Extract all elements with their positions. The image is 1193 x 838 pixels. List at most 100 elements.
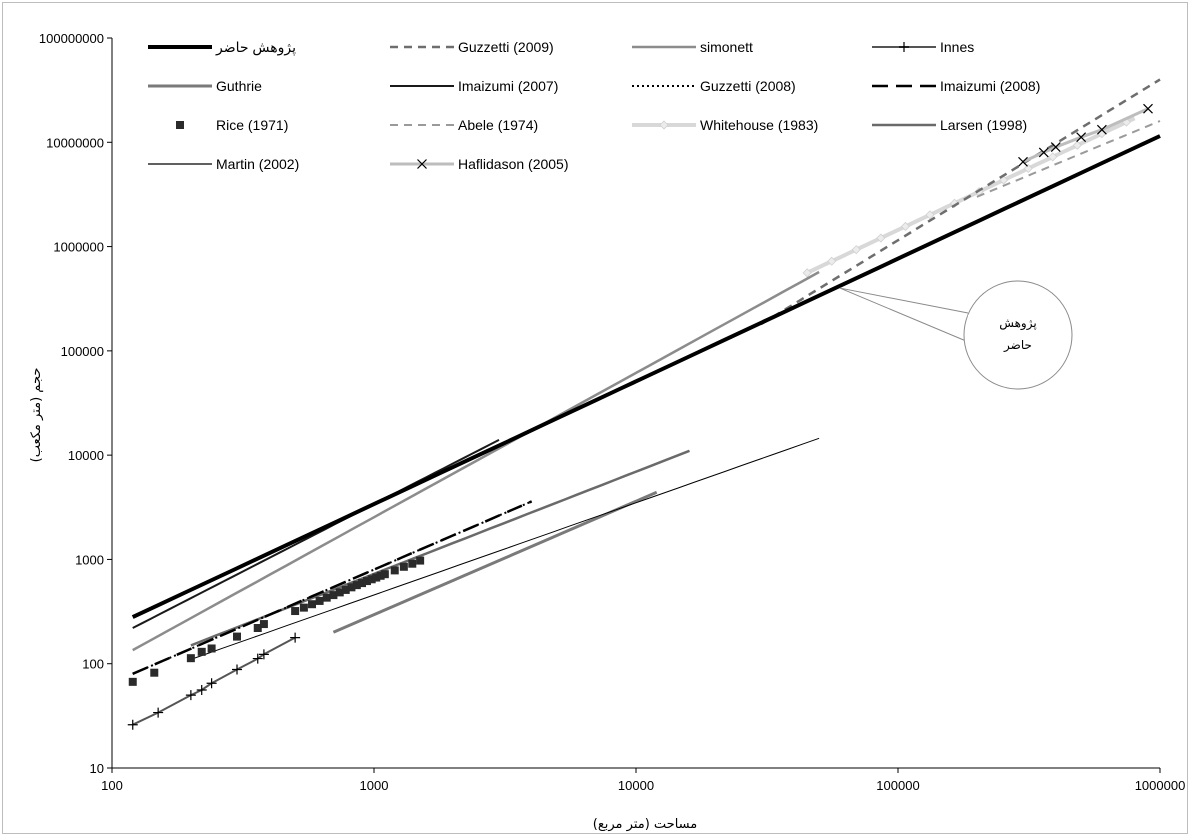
series-line	[1022, 107, 1149, 164]
point-marker	[1050, 142, 1061, 152]
legend-entry: پژوهش حاضر	[148, 39, 296, 56]
series	[128, 556, 425, 686]
point-marker	[1048, 152, 1058, 162]
x-tick-label: 1000000	[1135, 778, 1186, 793]
point-marker	[347, 583, 356, 592]
legend-entry: Innes	[872, 39, 974, 55]
point-marker	[290, 632, 301, 643]
callout-join	[966, 314, 970, 340]
legend-entry: Whitehouse (1983)	[632, 117, 818, 133]
series	[802, 116, 1136, 278]
callout-bubble	[963, 280, 1073, 390]
axes: 100 1000 10000 100000 1000000 10 100 1000 10000 1…	[39, 31, 1185, 793]
point-marker	[851, 245, 861, 255]
x-tick-label: 1000	[360, 778, 389, 793]
plot-area	[127, 78, 1161, 730]
legend-label: Haflidason (2005)	[458, 156, 569, 172]
point-marker	[315, 596, 324, 605]
legend-label: Rice (1971)	[216, 117, 288, 133]
legend-entry: Haflidason (2005)	[390, 156, 569, 172]
series-line	[132, 500, 533, 675]
series	[132, 439, 500, 629]
point-marker	[341, 585, 350, 594]
point-marker	[358, 579, 367, 588]
legend-label: Innes	[940, 39, 974, 55]
point-marker	[659, 120, 669, 130]
point-marker	[417, 159, 427, 169]
point-marker	[291, 607, 300, 616]
annotation-callout: پژوهش حاضر	[839, 280, 1073, 390]
point-marker	[207, 644, 216, 653]
legend-entry: simonett	[632, 39, 753, 55]
point-marker	[999, 175, 1009, 185]
point-marker	[390, 566, 399, 575]
legend-entry: Abele (1974)	[390, 117, 538, 133]
point-marker	[258, 649, 269, 660]
y-tick-label: 10000000	[46, 135, 104, 150]
legend: پژوهش حاضر Guzzetti (2009) simonett Innes Gu…	[148, 39, 1040, 172]
point-marker	[1143, 103, 1153, 114]
point-marker	[899, 42, 909, 52]
point-marker	[827, 256, 837, 266]
point-marker	[206, 678, 217, 689]
legend-label: Imaizumi (2008)	[940, 78, 1040, 94]
series	[132, 270, 820, 652]
legend-label: Whitehouse (1983)	[700, 117, 818, 133]
point-marker	[308, 600, 317, 609]
legend-label: Abele (1974)	[458, 117, 538, 133]
point-marker	[329, 591, 338, 600]
series-line	[132, 270, 820, 652]
y-tick-label: 1000	[75, 552, 104, 567]
series-line	[131, 134, 1161, 619]
point-marker	[376, 571, 385, 580]
series	[131, 134, 1161, 619]
point-marker	[1076, 132, 1087, 143]
point-marker	[1018, 156, 1028, 167]
legend-entry: Rice (1971)	[176, 117, 288, 133]
point-marker	[128, 677, 137, 686]
y-axis-label: حجم (متر مکعب)	[29, 368, 44, 463]
point-marker	[900, 221, 910, 232]
series-line	[976, 120, 1161, 198]
legend-label: Guthrie	[216, 78, 262, 94]
legend-label: پژوهش حاضر	[215, 39, 296, 56]
legend-label: Martin (2002)	[216, 156, 299, 172]
point-marker	[153, 707, 164, 718]
legend-label: Imaizumi (2007)	[458, 78, 558, 94]
legend-entry: Larsen (1998)	[872, 117, 1027, 133]
point-marker	[252, 653, 263, 664]
legend-entry: Guzzetti (2008)	[632, 78, 796, 94]
annotation-line2: حاضر	[1003, 338, 1032, 353]
series-line	[332, 490, 658, 634]
y-tick-label: 100	[82, 657, 104, 672]
series	[190, 437, 820, 660]
legend-entry: Imaizumi (2008)	[872, 78, 1040, 94]
point-marker	[197, 647, 206, 656]
series	[132, 500, 533, 675]
point-marker	[416, 556, 425, 565]
point-marker	[196, 684, 207, 695]
point-marker	[925, 210, 935, 220]
point-marker	[176, 121, 184, 129]
series	[976, 120, 1161, 198]
legend-label: simonett	[700, 39, 753, 55]
point-marker	[1096, 124, 1107, 135]
legend-entry: Martin (2002)	[148, 156, 299, 172]
point-marker	[185, 690, 196, 701]
legend-entry: Guthrie	[148, 78, 262, 94]
point-marker	[186, 654, 195, 663]
series-line	[132, 439, 500, 629]
y-tick-label: 10	[90, 761, 104, 776]
point-marker	[367, 575, 376, 584]
legend-label: Guzzetti (2008)	[700, 78, 796, 94]
point-marker	[253, 624, 262, 633]
y-tick-label: 100000000	[39, 31, 104, 46]
point-marker	[322, 593, 331, 602]
point-marker	[372, 573, 381, 582]
legend-entry: Guzzetti (2009)	[390, 39, 554, 55]
point-marker	[408, 559, 417, 568]
series	[127, 632, 301, 730]
point-marker	[802, 268, 812, 278]
